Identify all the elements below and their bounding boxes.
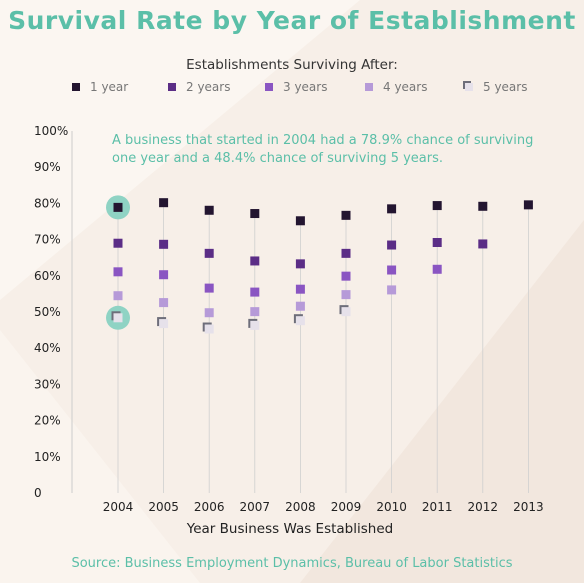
data-point	[204, 283, 214, 293]
data-point	[523, 200, 533, 210]
x-tick-label: 2007	[240, 500, 271, 514]
data-point	[478, 239, 488, 249]
x-tick-label: 2013	[513, 500, 544, 514]
y-tick-label: 80%	[34, 196, 61, 210]
data-point	[204, 205, 214, 215]
x-tick-label: 2009	[331, 500, 362, 514]
data-point	[159, 198, 169, 208]
legend-label: 2 years	[186, 80, 231, 94]
data-point	[113, 291, 123, 301]
data-point	[159, 239, 169, 249]
legend-swatch	[265, 83, 273, 91]
data-point	[113, 238, 123, 248]
data-point	[159, 298, 169, 308]
y-tick-label: 40%	[34, 341, 61, 355]
data-point	[250, 256, 260, 266]
y-tick-label: 20%	[34, 414, 61, 428]
legend-swatch	[465, 83, 473, 91]
x-tick-label: 2011	[422, 500, 453, 514]
data-point	[295, 284, 305, 294]
data-point	[432, 201, 442, 211]
data-point	[113, 202, 123, 212]
legend-item: 1 year	[72, 80, 128, 94]
data-point	[295, 259, 305, 269]
x-tick-label: 2008	[285, 500, 316, 514]
data-point	[250, 287, 260, 297]
x-tick-label: 2004	[103, 500, 134, 514]
data-point	[295, 316, 305, 326]
legend-item: 2 years	[168, 80, 230, 94]
y-tick-label: 0	[34, 486, 42, 500]
data-point	[478, 201, 488, 211]
data-point	[250, 307, 260, 317]
y-tick-label: 10%	[34, 450, 61, 464]
legend-swatch	[365, 83, 373, 91]
data-point	[387, 285, 397, 295]
data-point	[113, 267, 123, 277]
data-point	[250, 209, 260, 219]
legend-swatch	[72, 83, 80, 91]
y-tick-label: 90%	[34, 160, 61, 174]
legend-swatch	[168, 83, 176, 91]
legend-title: Establishments Surviving After:	[186, 57, 398, 73]
chart-title: Survival Rate by Year of Establishment	[8, 6, 576, 35]
legend-item: 3 years	[265, 80, 327, 94]
data-point	[341, 290, 351, 300]
data-point	[387, 240, 397, 250]
data-point	[341, 210, 351, 220]
legend-label: 1 year	[90, 80, 129, 94]
data-point	[432, 264, 442, 274]
data-point	[387, 204, 397, 214]
data-point	[295, 301, 305, 311]
data-point	[341, 248, 351, 258]
data-point	[204, 308, 214, 318]
legend-label: 4 years	[383, 80, 428, 94]
data-point	[113, 313, 123, 323]
x-tick-label: 2006	[194, 500, 225, 514]
data-point	[159, 270, 169, 280]
legend-label: 3 years	[283, 80, 328, 94]
y-tick-label: 60%	[34, 269, 61, 283]
data-point	[387, 265, 397, 275]
x-tick-label: 2010	[376, 500, 407, 514]
data-point	[295, 216, 305, 226]
y-tick-label: 70%	[34, 233, 61, 247]
data-point	[250, 320, 260, 330]
data-point	[432, 237, 442, 247]
data-point	[341, 307, 351, 317]
data-point	[204, 248, 214, 258]
y-tick-label: 50%	[34, 305, 61, 319]
data-point	[341, 271, 351, 281]
x-axis-label: Year Business Was Established	[186, 521, 394, 537]
legend-label: 5 years	[483, 80, 528, 94]
data-point	[159, 319, 169, 329]
x-tick-label: 2012	[468, 500, 499, 514]
legend: 1 year 2 years 3 years 4 years 5 years	[0, 80, 584, 98]
y-tick-label: 30%	[34, 377, 61, 391]
legend-item: 5 years	[465, 80, 527, 94]
y-tick-label: 100%	[34, 124, 68, 138]
chart-annotation: A business that started in 2004 had a 78…	[112, 133, 534, 166]
legend-item: 4 years	[365, 80, 427, 94]
data-point	[204, 324, 214, 334]
source-note: Source: Business Employment Dynamics, Bu…	[71, 556, 513, 571]
x-tick-label: 2005	[148, 500, 179, 514]
